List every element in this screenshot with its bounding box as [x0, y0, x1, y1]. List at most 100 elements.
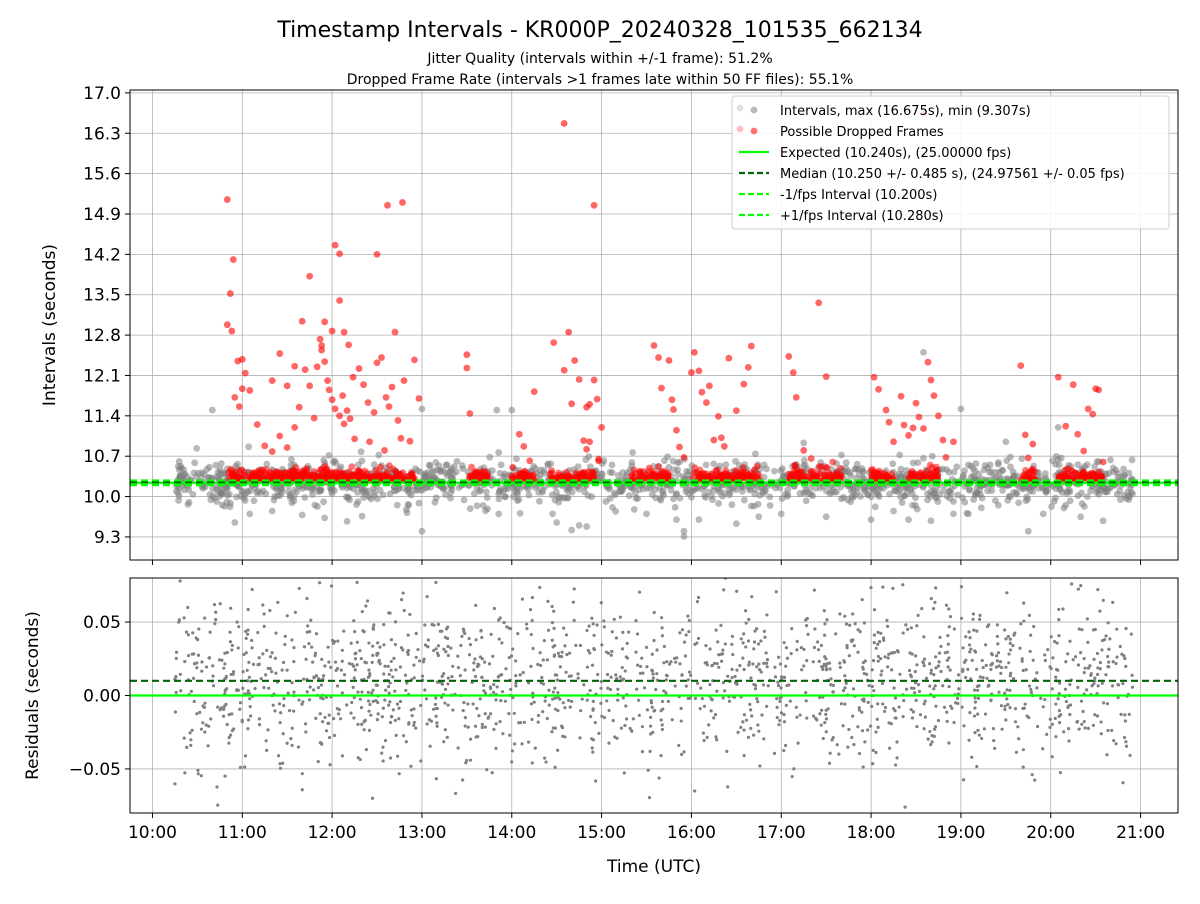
residual-point: [271, 703, 275, 707]
residual-point: [960, 705, 964, 709]
interval-point: [953, 463, 961, 471]
residual-point: [848, 623, 852, 627]
interval-point: [1093, 458, 1101, 466]
residual-point: [680, 628, 684, 632]
residual-point: [328, 763, 332, 767]
residual-point: [278, 721, 282, 725]
top-ytick-label-10: 16.3: [83, 124, 121, 144]
residual-point: [662, 661, 666, 665]
residual-point: [907, 668, 912, 673]
residual-point: [816, 648, 821, 652]
residual-point: [1041, 705, 1045, 709]
residual-point: [662, 689, 666, 693]
residual-point: [365, 599, 370, 603]
residual-point: [509, 687, 513, 692]
residual-point: [885, 624, 890, 628]
residual-point: [405, 681, 409, 685]
residual-point: [1057, 607, 1061, 612]
residual-point: [1008, 706, 1012, 710]
interval-point: [536, 497, 543, 505]
residual-point: [266, 666, 270, 670]
residual-point: [1106, 654, 1110, 659]
residual-point: [356, 756, 360, 760]
interval-point: [761, 488, 768, 496]
residual-point: [1013, 707, 1018, 711]
residual-point: [261, 603, 265, 607]
residual-point: [522, 720, 526, 724]
residual-point: [314, 674, 319, 678]
residual-point: [326, 645, 330, 649]
interval-point: [906, 485, 914, 493]
residual-point: [936, 718, 941, 723]
interval-point: [470, 490, 478, 498]
residual-point: [203, 701, 207, 705]
interval-point: [476, 486, 484, 494]
interval-point: [812, 484, 819, 492]
interval-point: [950, 468, 958, 476]
interval-point: [695, 516, 703, 524]
dropped-frame-point: [377, 463, 384, 471]
residual-point: [174, 690, 178, 695]
dropped-frame-point: [305, 471, 312, 479]
dropped-frame-point: [815, 463, 823, 470]
residual-point: [805, 616, 809, 621]
residual-point: [498, 719, 502, 724]
residual-point: [845, 646, 849, 650]
residual-point: [442, 672, 446, 676]
dropped-frame-point: [526, 457, 534, 465]
residual-point: [844, 681, 848, 685]
top-ytick-label-5: 12.8: [83, 326, 121, 346]
residual-point: [1086, 640, 1090, 644]
interval-point: [894, 476, 902, 483]
dropped-frame-point: [1062, 466, 1069, 474]
residual-point: [360, 609, 364, 614]
residual-point: [483, 725, 487, 729]
dropped-frame-point: [550, 339, 558, 346]
residual-point: [870, 684, 874, 689]
residual-point: [923, 699, 927, 703]
residual-point: [552, 654, 556, 658]
residual-point: [539, 663, 543, 668]
interval-point: [311, 501, 319, 509]
residual-point: [501, 732, 505, 736]
residual-point: [824, 717, 829, 721]
residual-point: [678, 631, 682, 635]
residual-point: [966, 667, 970, 671]
residual-point: [1093, 676, 1097, 680]
residual-point: [804, 690, 808, 695]
interval-point: [1102, 485, 1110, 493]
residual-point: [477, 663, 481, 667]
residual-point: [1061, 607, 1065, 611]
residual-point: [592, 633, 596, 637]
residual-point: [800, 668, 804, 672]
dropped-frame-point: [381, 447, 388, 454]
residual-point: [744, 718, 749, 722]
residual-point: [384, 688, 388, 692]
residual-point: [510, 749, 514, 753]
residual-point: [1000, 727, 1004, 731]
residual-point: [541, 682, 546, 686]
residual-point: [1085, 617, 1089, 621]
dropped-frame-point: [261, 442, 269, 450]
residual-point: [578, 643, 583, 648]
residual-point: [556, 748, 560, 752]
interval-point: [421, 471, 429, 479]
residual-point: [1004, 665, 1008, 669]
residual-point: [1055, 641, 1059, 645]
dropped-frame-point: [740, 380, 748, 388]
residual-point: [369, 713, 373, 717]
residual-point: [191, 676, 196, 680]
residual-point: [646, 768, 650, 772]
residual-point: [473, 657, 477, 661]
residual-point: [355, 580, 359, 585]
residual-point: [1124, 664, 1128, 668]
residual-point: [897, 705, 901, 709]
residual-point: [375, 683, 379, 687]
residual-point: [499, 699, 503, 703]
residual-point: [367, 668, 371, 672]
residual-point: [968, 636, 972, 640]
residual-point: [664, 673, 669, 677]
residual-point: [1021, 706, 1025, 711]
residual-point: [281, 660, 286, 664]
residual-point: [286, 691, 290, 695]
